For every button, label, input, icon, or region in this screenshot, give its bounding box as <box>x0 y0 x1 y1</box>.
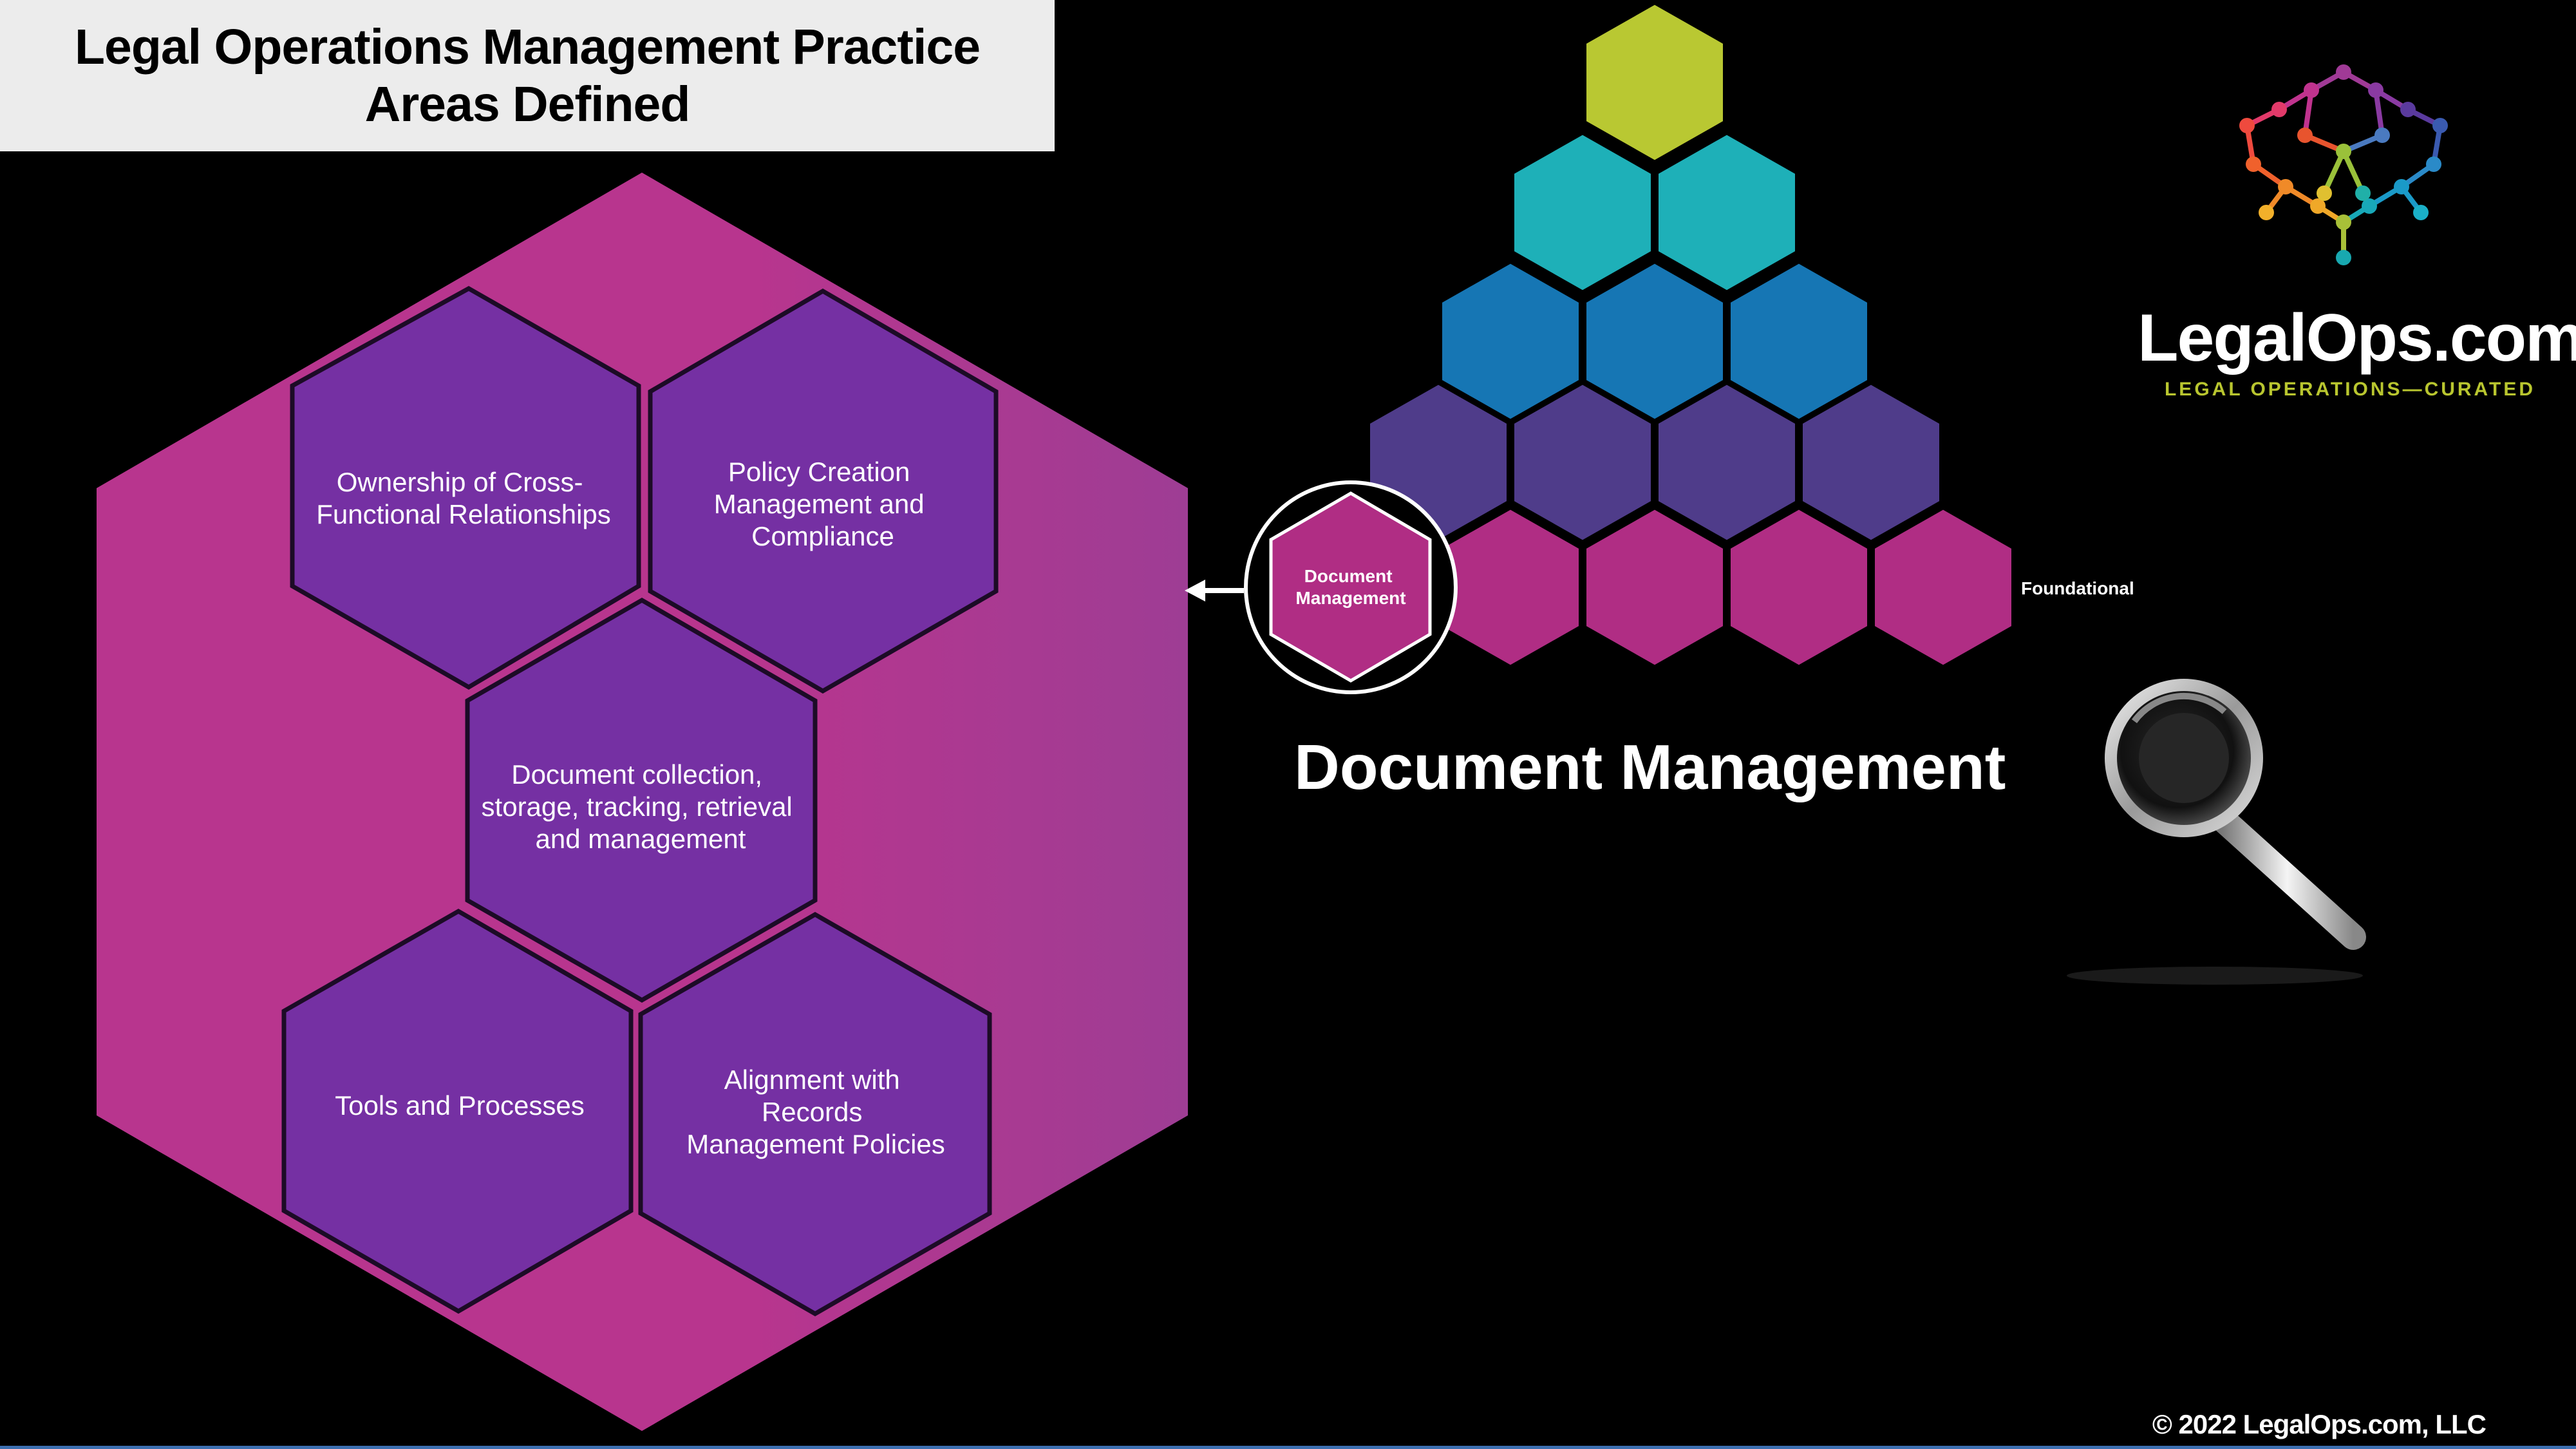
title-box: Legal Operations Management Practice Are… <box>0 0 1055 151</box>
main-label: Document Management <box>1294 732 2006 802</box>
page-title: Legal Operations Management Practice Are… <box>74 19 981 132</box>
svg-text:Alignment with Records: Alignment with Records Management Polici… <box>686 1065 945 1159</box>
logo-node <box>2246 156 2261 172</box>
pyramid-highlight-hex: Document Management <box>1269 491 1432 683</box>
pyramid <box>1365 0 2017 671</box>
practice-area-document-line2: storage, tracking, retrieval <box>482 791 793 822</box>
logo-node <box>2368 82 2383 98</box>
practice-area-document-line3: and management <box>536 824 746 854</box>
practice-area-tools-line1: Tools and Processes <box>335 1090 585 1121</box>
practice-area-alignment-line1: Alignment with <box>724 1065 900 1095</box>
logo-node <box>2259 205 2274 220</box>
practice-area-policy: Policy Creation Management and Complianc… <box>648 288 999 694</box>
brand-tagline: LEGAL OPERATIONS—CURATED <box>2164 379 2535 400</box>
pyramid-highlight-line2: Management <box>1295 588 1406 608</box>
practice-area-ownership-line2: Functional Relationships <box>316 499 611 529</box>
practice-area-document-line1: Document collection, <box>511 759 762 790</box>
logo-node <box>2336 250 2351 265</box>
logo-node <box>2278 179 2293 194</box>
practice-area-alignment-line3: Management Policies <box>686 1129 945 1159</box>
brand: LegalOps.com LEGAL OPERATIONS—CURATED <box>2138 301 2576 401</box>
legalops-logo-icon <box>2239 64 2448 265</box>
pyramid-hex <box>1509 129 1656 296</box>
logo-node <box>2432 118 2448 133</box>
logo-node <box>2374 128 2390 143</box>
logo-node <box>2336 64 2351 80</box>
practice-area-policy-line2: Management and <box>714 489 925 519</box>
practice-area-ownership: Ownership of Cross- Functional Relations… <box>290 285 641 690</box>
svg-text:Tools and Processes: Tools and Processes <box>335 1090 585 1121</box>
copyright: © 2022 LegalOps.com, LLC <box>2152 1409 2487 1439</box>
practice-area-policy-line1: Policy Creation <box>728 457 910 487</box>
svg-text:Document Management: Document Management <box>1295 566 1406 608</box>
svg-text:Ownership of Cross- Fu: Ownership of Cross- Functional Relations… <box>316 467 611 529</box>
logo-node <box>2355 185 2371 201</box>
svg-text:Document collection, s: Document collection, storage, tracking, … <box>482 759 800 854</box>
practice-area-policy-line3: Compliance <box>751 521 894 551</box>
logo-node <box>2394 179 2409 194</box>
logo-node <box>2426 156 2441 172</box>
logo-node <box>2400 102 2416 117</box>
logo-node <box>2239 118 2255 133</box>
pyramid-hex <box>1653 129 1800 296</box>
pyramid-hex <box>1581 0 1728 166</box>
logo-node <box>2297 128 2313 143</box>
logo-node <box>2317 185 2332 201</box>
practice-area-alignment-line2: Records <box>762 1097 862 1127</box>
practice-area-tools: Tools and Processes <box>281 908 634 1314</box>
pyramid-hex <box>1798 379 1944 546</box>
bottom-border <box>0 1446 2576 1449</box>
practice-area-ownership-line1: Ownership of Cross- <box>337 467 583 497</box>
practice-area-alignment: Alignment with Records Management Polici… <box>638 911 992 1317</box>
logo-node <box>2336 144 2351 159</box>
logo-node <box>2310 198 2326 214</box>
logo-node <box>2413 205 2429 220</box>
logo-node <box>2336 214 2351 230</box>
pyramid-highlight-line1: Document <box>1304 566 1393 586</box>
practice-area-document: Document collection, storage, tracking, … <box>465 597 818 1003</box>
magnifier-icon <box>2067 679 2366 985</box>
foundational-label: Foundational <box>2021 578 2134 598</box>
logo-node <box>2362 198 2377 214</box>
pyramid-hex <box>1870 504 2017 671</box>
svg-text:Policy Creation Manage: Policy Creation Management and Complianc… <box>714 457 932 551</box>
logo-node <box>2271 102 2287 117</box>
arrow-left-icon <box>1185 580 1244 601</box>
logo-node <box>2304 82 2319 98</box>
brand-name: LegalOps.com <box>2138 301 2576 375</box>
